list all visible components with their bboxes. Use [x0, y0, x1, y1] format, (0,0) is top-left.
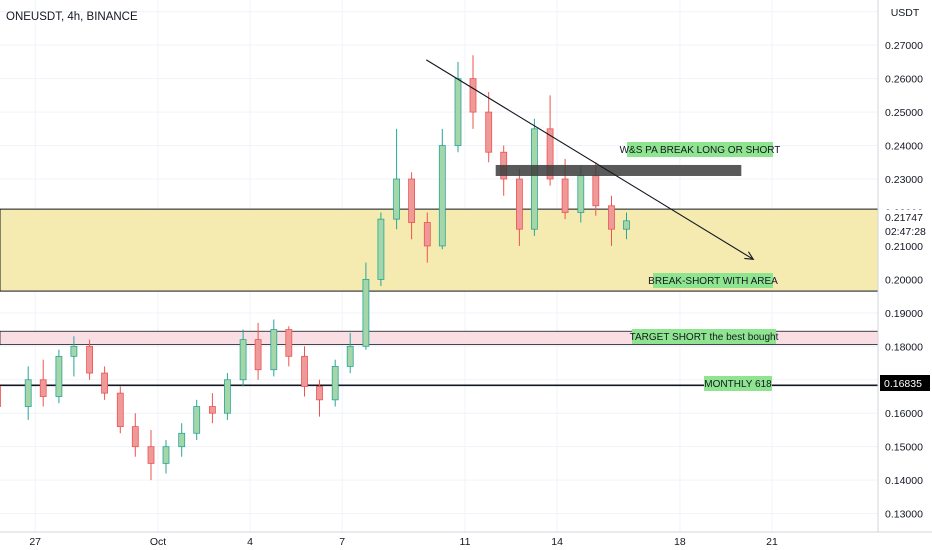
tag-monthly: MONTHLY 618: [704, 376, 772, 391]
tag-break-short: BREAK-SHORT WITH AREA: [648, 273, 778, 288]
candle-body-29: [454, 78, 462, 146]
candle-body-11: [178, 432, 186, 448]
trendline: [426, 59, 754, 260]
price-tick-14: 0.27000: [885, 40, 923, 52]
candle-body-38: [592, 175, 600, 207]
candle-body-36: [561, 178, 569, 213]
candle-body-13: [208, 406, 216, 414]
price-tick-11: 0.24000: [885, 141, 923, 153]
candle-body-23: [362, 278, 370, 347]
tag-ws-break-label: W&S PA BREAK LONG OR SHORT: [620, 145, 781, 156]
candle-body-1: [24, 379, 32, 407]
candle-body-10: [162, 446, 170, 464]
ws-break-box: [495, 164, 742, 176]
time-tick-0: 27: [29, 536, 41, 548]
countdown: 02:47:28: [885, 226, 926, 238]
candle-body-17: [270, 329, 278, 371]
candle-body-19: [301, 355, 308, 387]
candle-body-7: [116, 392, 124, 428]
candle-body-33: [516, 178, 523, 230]
marked-price-badge: 0.16835: [880, 375, 930, 391]
tag-target-short-label: TARGET SHORT the best bought: [630, 332, 779, 343]
candle-body-22: [346, 345, 354, 367]
price-tick-1: 0.14000: [885, 475, 923, 487]
tag-target-short: TARGET SHORT the best bought: [630, 329, 779, 344]
candle-body-9: [147, 446, 155, 464]
candle-body-12: [193, 406, 201, 434]
tag-break-short-label: BREAK-SHORT WITH AREA: [648, 276, 778, 287]
time-tick-2: 4: [247, 536, 253, 548]
candle-body-16: [254, 339, 262, 371]
price-tick-8: 0.21000: [885, 241, 923, 253]
candle-body-30: [469, 78, 477, 113]
candle-body-28: [438, 145, 446, 247]
annotations: W&S PA BREAK LONG OR SHORT BREAK-SHORT W…: [620, 142, 781, 391]
candle-body-24: [377, 218, 385, 280]
candle-body-25: [393, 178, 401, 220]
current-price: 0.21747: [885, 212, 923, 224]
candle-body-40: [623, 220, 630, 230]
candle-body-34: [531, 128, 538, 230]
candle-body-26: [408, 178, 416, 223]
time-tick-7: 21: [766, 536, 778, 548]
candle-body-5: [86, 345, 93, 374]
candle-body-31: [485, 111, 493, 153]
candle-body-6: [101, 372, 108, 394]
candle-body-21: [331, 365, 339, 401]
currency-label: USDT: [891, 7, 920, 19]
candle-body-18: [285, 329, 293, 357]
candle-body-35: [546, 128, 554, 180]
chart-title: ONEUSDT, 4h, BINANCE: [6, 11, 138, 23]
candle-body-0: [0, 386, 1, 407]
time-tick-3: 7: [339, 536, 345, 548]
price-tick-13: 0.26000: [885, 74, 923, 86]
time-tick-4: 11: [460, 536, 471, 548]
candle-body-14: [223, 379, 231, 414]
price-tick-0: 0.13000: [885, 509, 923, 521]
price-tick-7: 0.20000: [885, 274, 923, 286]
price-tick-3: 0.16000: [885, 408, 923, 420]
price-tick-2: 0.15000: [885, 442, 923, 454]
time-tick-1: Oct: [150, 536, 166, 548]
candle-body-39: [608, 205, 615, 230]
candle-body-2: [39, 379, 47, 397]
tag-ws-break: W&S PA BREAK LONG OR SHORT: [620, 142, 781, 157]
time-tick-6: 18: [674, 536, 686, 548]
marked-price: 0.16835: [884, 378, 922, 390]
candle-body-15: [239, 339, 247, 381]
candle-body-3: [55, 355, 63, 397]
time-tick-5: 14: [551, 536, 563, 548]
price-tick-10: 0.23000: [885, 174, 923, 186]
trendline-arrowhead: [744, 251, 755, 260]
candle-body-37: [577, 175, 585, 213]
candle-body-20: [316, 386, 323, 401]
candle-body-27: [423, 222, 431, 247]
current-price-badge: 0.21747 02:47:28: [880, 210, 930, 239]
candle-body-8: [131, 426, 139, 448]
price-tick-6: 0.19000: [885, 308, 923, 320]
tag-monthly-label: MONTHLY 618: [704, 379, 772, 390]
candle-body-4: [70, 345, 78, 357]
time-axis: 27 Oct 4 7 11 14 18 21: [29, 536, 778, 548]
price-tick-5: 0.18000: [885, 341, 923, 353]
price-tick-12: 0.25000: [885, 107, 923, 119]
